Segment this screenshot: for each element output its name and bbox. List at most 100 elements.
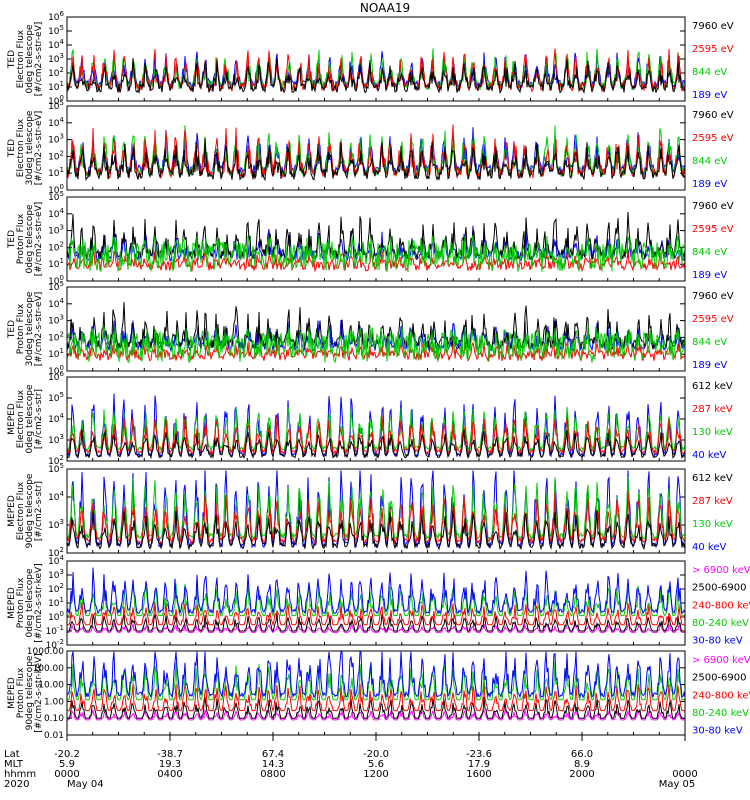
y-tick-label: 104 xyxy=(48,38,64,51)
x-tick-label: 14.3 xyxy=(262,759,284,770)
panel-1: TED Electron Flux 0deg telescope [#/cm2-s-s… xyxy=(7,10,734,107)
legend-entry: 287 keV xyxy=(692,496,733,507)
x-tick-label: -20.0 xyxy=(363,749,389,760)
series-2595-ev xyxy=(66,48,686,93)
series-844-ev xyxy=(66,125,686,179)
x-tick-label: 19.3 xyxy=(159,759,181,770)
y-axis-label: TED xyxy=(7,139,17,158)
legend-entry: 240-800 keV xyxy=(692,690,750,701)
legend-entry: 612 keV xyxy=(692,381,733,392)
y-tick-label: 101 xyxy=(48,347,64,360)
y-axis-label: MEPED xyxy=(7,403,17,435)
legend-entry: 2500-6900 xyxy=(692,673,747,684)
legend-entry: 40 keV xyxy=(692,450,726,461)
series-2595-ev xyxy=(66,249,686,273)
legend-entry: > 6900 keV xyxy=(692,565,750,576)
y-axis-label: Electron Flux xyxy=(16,29,26,88)
legend-entry: 30-80 keV xyxy=(692,726,743,737)
y-tick-label: 103 xyxy=(48,133,64,146)
series-240-800-kev xyxy=(67,601,685,627)
y-axis-label: Electron Flux xyxy=(16,481,26,540)
y-tick-label: 101 xyxy=(48,257,64,270)
series-2500-6900 xyxy=(67,613,685,632)
legend-entry: 2595 eV xyxy=(692,44,734,55)
x-tick-label: -20.2 xyxy=(54,749,80,760)
legend-entry: 844 eV xyxy=(692,67,727,78)
y-tick-label: 100 xyxy=(48,610,64,623)
y-axis-label: 0deg telescope xyxy=(25,384,35,454)
y-tick-label: 105 xyxy=(48,280,64,293)
series-612-kev xyxy=(66,429,686,460)
legend-entry: 189 eV xyxy=(692,90,727,101)
series-7960-ev xyxy=(66,58,686,95)
x-tick-label: 1600 xyxy=(466,769,491,780)
x-tick-label: 0000 xyxy=(54,769,79,780)
legend-entry: 287 keV xyxy=(692,404,733,415)
x-tick-label: 8.9 xyxy=(574,759,590,770)
y-tick-label: 101 xyxy=(48,80,64,93)
y-tick-label: 102 xyxy=(48,454,64,467)
panel-2: TED Electron Flux 30deg telescope [#/cm2-s-… xyxy=(7,99,734,196)
y-axis-label: 90deg telescope xyxy=(25,655,35,730)
x-tick-label: 5.9 xyxy=(59,759,75,770)
y-axis-label: MEPED xyxy=(7,587,17,619)
y-tick-label: 100 xyxy=(48,94,64,107)
y-tick-label: 103 xyxy=(48,518,64,531)
series--6900-kev xyxy=(67,621,685,634)
y-tick-label: 100 xyxy=(48,274,64,287)
y-axis-label: [#/cm2-s-str-keV] xyxy=(34,563,44,642)
y-axis-label: TED xyxy=(7,320,17,339)
y-axis-label: TED xyxy=(7,50,17,69)
y-tick-label: 102 xyxy=(48,66,64,79)
y-tick-label: 103 xyxy=(48,52,64,65)
y-tick-label: 100 xyxy=(48,183,64,196)
legend-entry: 189 eV xyxy=(692,270,727,281)
y-axis-label: [#/cm2-s-str-eV] xyxy=(34,111,44,186)
series-844-ev xyxy=(66,235,686,273)
legend-entry: 2500-6900 xyxy=(692,583,747,594)
y-tick-label: 101 xyxy=(48,596,64,609)
y-tick-label: 10.00 xyxy=(38,681,64,691)
panel-frame xyxy=(66,196,686,282)
y-tick-label: 105 xyxy=(48,99,64,112)
series-30-80-kev xyxy=(66,651,686,700)
y-axis-label: Proton Flux xyxy=(16,577,26,628)
y-tick-label: 0.10 xyxy=(44,714,64,724)
y-axis-label: [#/cm2-s-str] xyxy=(34,481,44,541)
x-row-label: hhmm xyxy=(4,769,36,780)
series-189-ev xyxy=(66,127,686,177)
series-240-800-kev xyxy=(67,682,685,713)
y-axis-label: 0deg telescope xyxy=(25,204,35,274)
x-tick-label: 0000 xyxy=(672,769,697,780)
y-axis-label: Proton Flux xyxy=(16,303,26,354)
y-tick-label: 103 xyxy=(48,224,64,237)
x-tick-label: 66.0 xyxy=(571,749,593,760)
y-tick-label: 105 xyxy=(48,391,64,404)
x-row-label: 2020 xyxy=(4,779,29,790)
legend-entry: 7960 eV xyxy=(692,291,734,302)
series--6900-kev xyxy=(67,708,685,721)
y-axis-label: 90deg telescope xyxy=(25,473,35,548)
panel-4: TED Proton Flux 30deg telescope [#/cm2-s-st… xyxy=(7,280,734,377)
x-row-label: MLT xyxy=(4,759,24,770)
y-tick-label: 106 xyxy=(48,10,64,23)
series-130-kev xyxy=(66,476,686,541)
series-30-80-kev xyxy=(66,567,686,616)
y-tick-label: 104 xyxy=(48,490,64,503)
x-row-label: Lat xyxy=(4,749,20,760)
y-tick-label: 1000.00 xyxy=(27,647,64,657)
y-axis-label: 0deg telescope xyxy=(25,24,35,94)
panel-6: MEPED Electron Flux 90deg telescope [#/cm2-… xyxy=(7,462,733,559)
y-tick-label: 102 xyxy=(48,240,64,253)
y-axis-label: Proton Flux xyxy=(16,213,26,264)
y-axis-label: MEPED xyxy=(7,495,17,527)
y-tick-label: 105 xyxy=(48,24,64,37)
panel-3: TED Proton Flux 0deg telescope [#/cm2-s-str… xyxy=(7,190,734,287)
y-tick-label: 102 xyxy=(48,149,64,162)
legend-entry: 80-240 keV xyxy=(692,618,749,629)
x-tick-label: -23.6 xyxy=(466,749,492,760)
series-287-kev xyxy=(66,490,686,545)
y-tick-label: 10-2 xyxy=(46,638,64,651)
y-tick-label: 10-1 xyxy=(46,624,64,637)
series-80-240-kev xyxy=(67,661,685,701)
